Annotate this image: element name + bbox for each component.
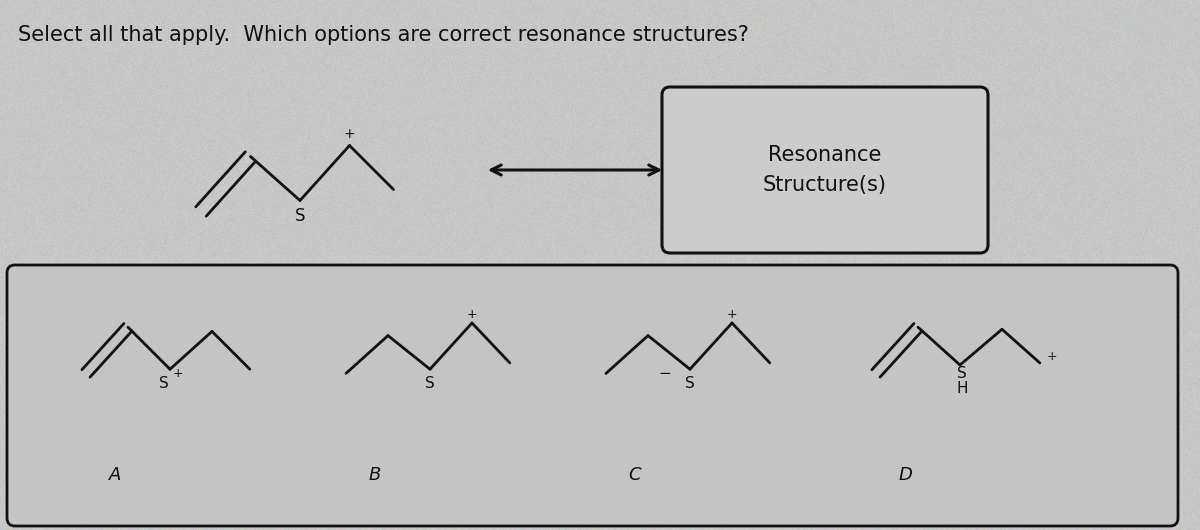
Text: S: S	[295, 207, 305, 225]
Text: S: S	[158, 376, 168, 391]
Text: S: S	[958, 366, 967, 381]
FancyBboxPatch shape	[7, 265, 1178, 526]
Text: H: H	[956, 381, 968, 395]
Text: +: +	[727, 308, 737, 321]
Text: +: +	[467, 308, 478, 321]
Text: S: S	[685, 376, 695, 391]
Text: −: −	[659, 366, 671, 381]
Text: D: D	[898, 466, 912, 484]
Text: C: C	[629, 466, 641, 484]
Text: Resonance
Structure(s): Resonance Structure(s)	[763, 145, 887, 195]
Text: S: S	[425, 376, 434, 391]
Text: A: A	[109, 466, 121, 484]
Text: +: +	[343, 128, 355, 142]
Text: Select all that apply.  Which options are correct resonance structures?: Select all that apply. Which options are…	[18, 25, 749, 45]
FancyBboxPatch shape	[662, 87, 988, 253]
Text: +: +	[173, 367, 184, 380]
Text: +: +	[1048, 350, 1057, 363]
Text: B: B	[368, 466, 382, 484]
